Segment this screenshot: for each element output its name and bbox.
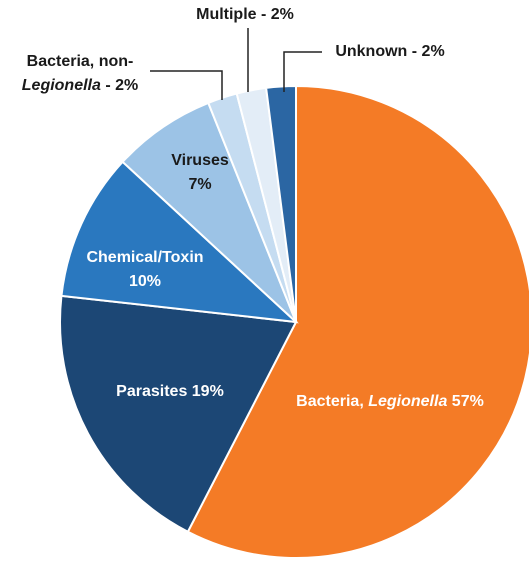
label-part: Chemical/Toxin <box>86 249 203 266</box>
data-label: Parasites 19% <box>116 383 224 400</box>
label-part: Legionella <box>368 393 447 410</box>
label-part: Multiple - 2% <box>196 6 294 23</box>
label-part: Parasites 19% <box>116 383 224 400</box>
leader-line <box>283 51 322 92</box>
data-label: Viruses <box>171 152 229 169</box>
data-label: 7% <box>188 176 211 193</box>
label-part: Viruses <box>171 152 229 169</box>
label-part: Legionella <box>22 77 101 94</box>
data-label: Bacteria, Legionella 57% <box>296 393 484 410</box>
label-part: 57% <box>447 393 483 410</box>
data-label: Legionella - 2% <box>22 77 138 94</box>
pie-slice <box>59 294 298 534</box>
pie-slice <box>121 101 297 323</box>
label-part: 10% <box>129 273 161 290</box>
leader-line <box>150 70 223 100</box>
label-part: Bacteria, non- <box>27 53 134 70</box>
pie-slice <box>265 84 297 323</box>
pie-slice <box>60 160 299 324</box>
data-label: Bacteria, non- <box>27 53 134 70</box>
data-label: 10% <box>129 273 161 290</box>
pie-slice <box>186 84 529 559</box>
label-part: Bacteria, <box>296 393 368 410</box>
label-part: Unknown - 2% <box>335 43 444 60</box>
data-label: Unknown - 2% <box>335 43 444 60</box>
label-part: 7% <box>188 176 211 193</box>
label-part: - 2% <box>101 77 138 94</box>
data-label: Multiple - 2% <box>196 6 294 23</box>
data-label: Chemical/Toxin <box>86 249 203 266</box>
